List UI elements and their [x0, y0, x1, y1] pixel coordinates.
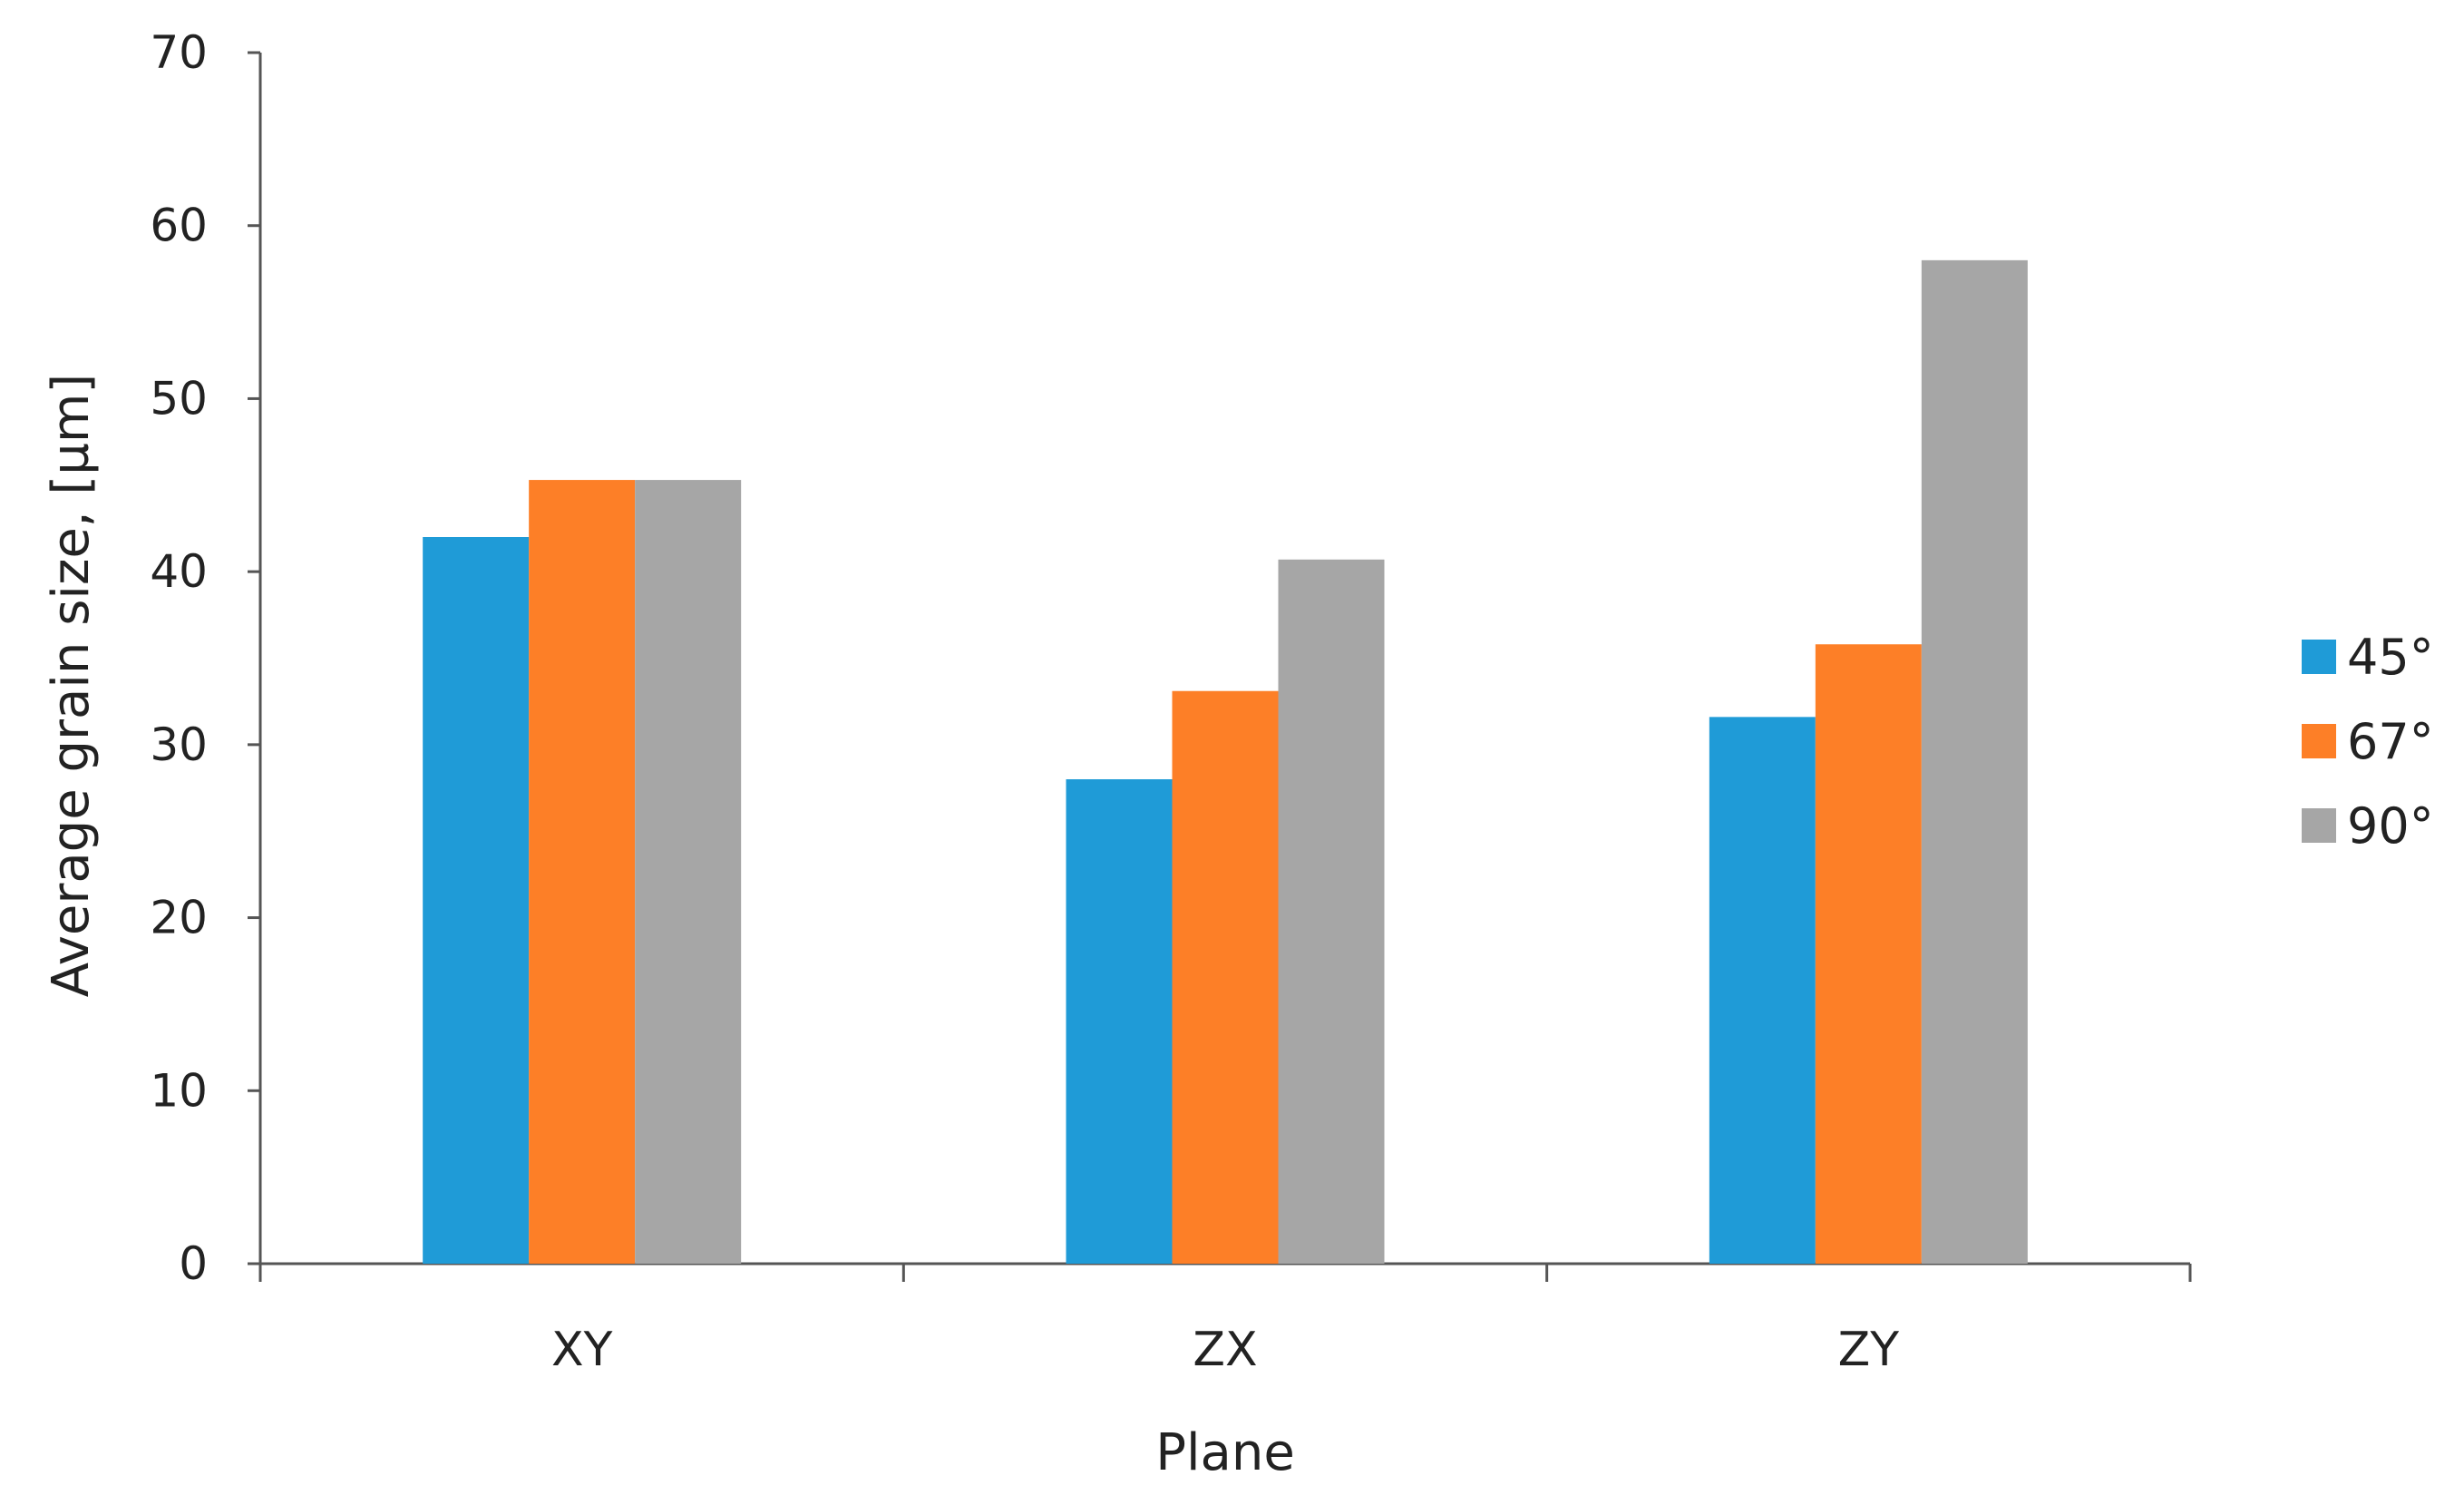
bars [423, 259, 2028, 1264]
bar-zx-series-1 [1172, 690, 1279, 1264]
legend-label: 67° [2347, 713, 2434, 770]
legend-swatch [2302, 808, 2336, 843]
y-tick-label: 30 [150, 718, 208, 771]
bar-zy-series-1 [1815, 644, 1922, 1264]
legend-label: 45° [2347, 629, 2434, 686]
bar-xy-series-1 [529, 480, 636, 1264]
x-tick-label: XY [551, 1323, 613, 1377]
y-axis-title: Average grain size, [µm] [42, 374, 101, 998]
legend: 45° 67° 90° [2302, 629, 2434, 855]
x-axis: XY ZX ZY [258, 1262, 2192, 1377]
y-tick-label: 0 [179, 1237, 208, 1290]
y-tick-label: 10 [150, 1064, 208, 1117]
x-tick-label: ZX [1193, 1323, 1257, 1377]
y-tick-label: 60 [150, 200, 208, 252]
x-tick-label: ZY [1838, 1323, 1900, 1377]
x-axis-title: Plane [1155, 1423, 1295, 1482]
y-tick-label: 40 [150, 545, 208, 598]
bar-xy-series-2 [635, 480, 742, 1264]
bar-zx-series-0 [1066, 779, 1173, 1264]
legend-label: 90° [2347, 797, 2434, 855]
legend-swatch [2302, 640, 2336, 674]
legend-swatch [2302, 724, 2336, 758]
bar-xy-series-0 [423, 537, 530, 1264]
y-tick-label: 70 [150, 26, 208, 79]
bar-zy-series-2 [1921, 259, 2028, 1264]
bar-zx-series-2 [1278, 559, 1385, 1264]
y-axis: 0 10 20 30 40 50 60 70 [150, 26, 262, 1290]
y-tick-label: 20 [150, 892, 208, 944]
y-tick-label: 50 [150, 372, 208, 425]
bar-zy-series-0 [1709, 717, 1816, 1264]
